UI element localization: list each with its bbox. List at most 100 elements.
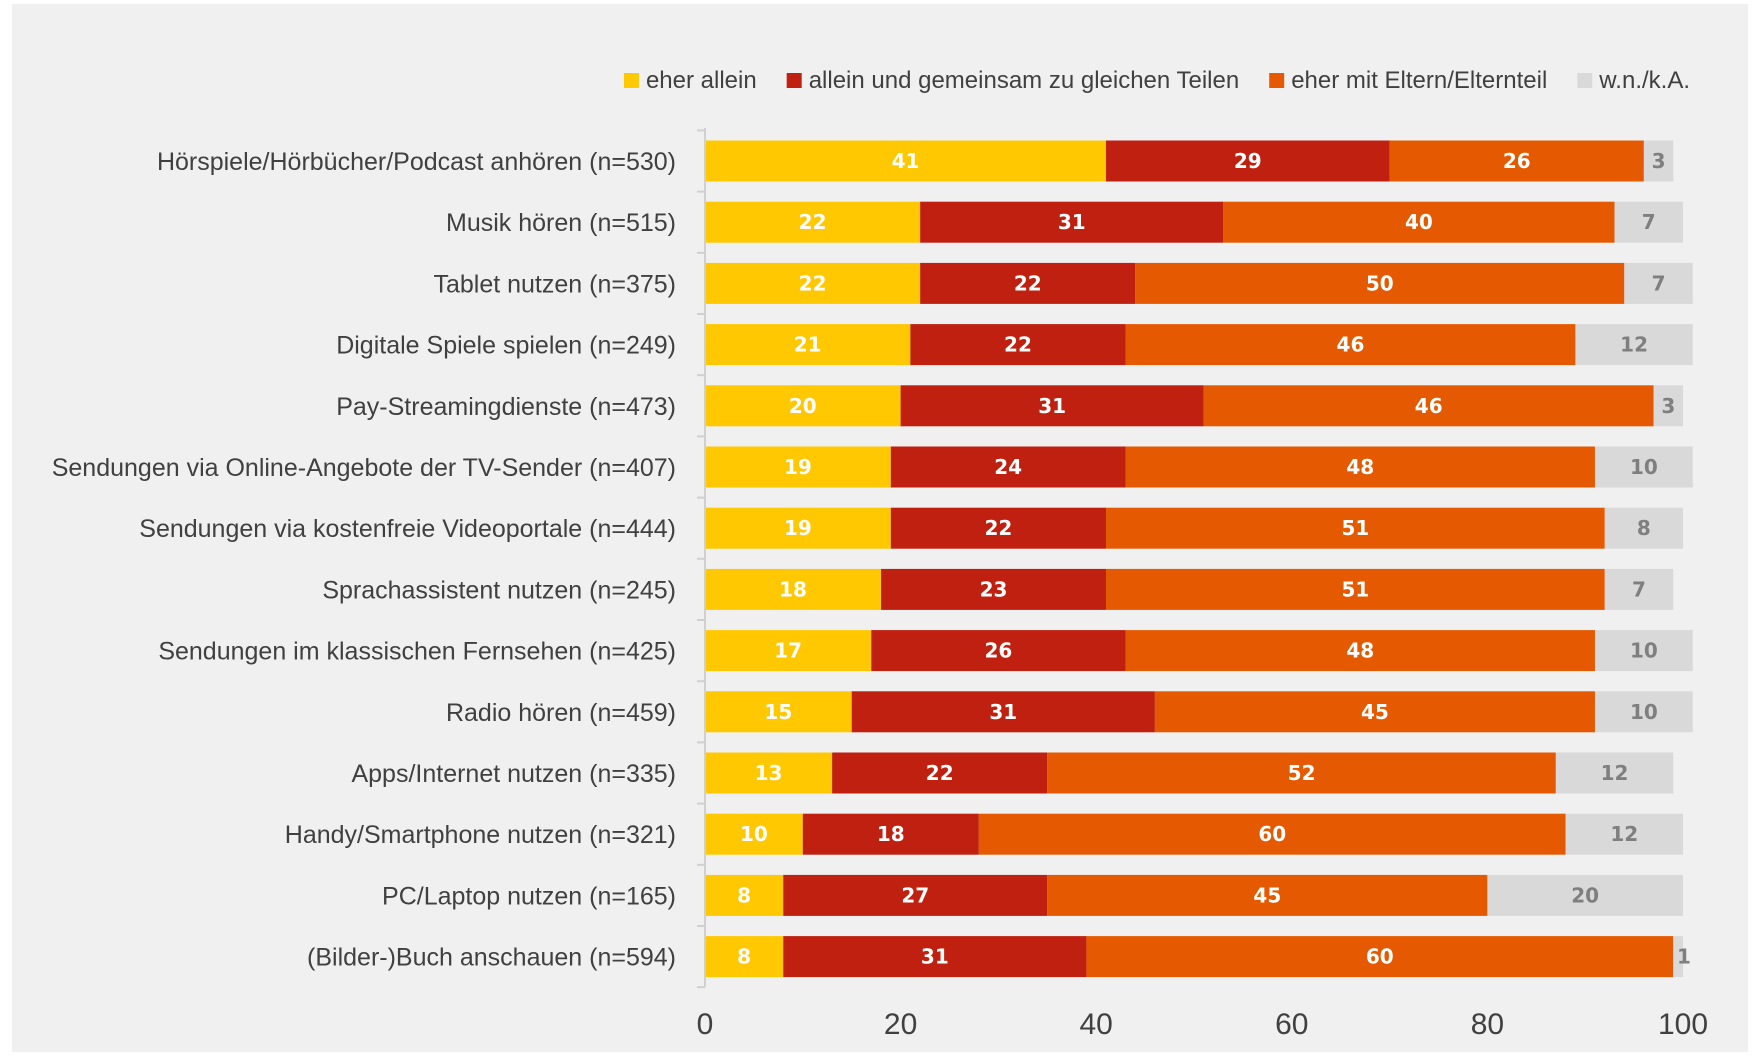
legend-swatch: [1577, 73, 1593, 88]
bar-segment: [1203, 385, 1654, 427]
data-label: 8: [737, 945, 751, 969]
data-label: 3: [1661, 394, 1675, 418]
bar-segment: [1389, 140, 1644, 182]
data-label: 15: [764, 700, 792, 724]
category-label: Pay-Streamingdienste (n=473): [336, 393, 676, 421]
data-label: 10: [1630, 639, 1658, 663]
bar-segment: [1673, 936, 1683, 978]
bar-segment: [1594, 630, 1693, 672]
category-label: Apps/Internet nutzen (n=335): [351, 760, 676, 788]
bar-segment: [1565, 813, 1683, 855]
legend-label: eher allein: [646, 67, 757, 94]
category-label: Handy/Smartphone nutzen (n=321): [285, 821, 676, 849]
bar-segment: [1575, 324, 1693, 366]
bar-segment: [705, 874, 784, 916]
bar-segment: [1223, 201, 1615, 243]
bar-segment: [705, 324, 911, 366]
bar-segment: [705, 936, 784, 978]
data-label: 19: [784, 516, 812, 540]
bar-segment: [1594, 446, 1693, 488]
data-label: 31: [1038, 394, 1066, 418]
data-label: 51: [1341, 516, 1369, 540]
legend-label: w.n./k.A.: [1598, 67, 1690, 94]
axis: 0 20 40 60 80 100: [697, 128, 1708, 1041]
data-label: 46: [1337, 333, 1365, 357]
bar-segment: [705, 813, 803, 855]
category-label: PC/Laptop nutzen (n=165): [382, 882, 676, 910]
data-label: 18: [779, 577, 807, 601]
legend-swatch: [623, 73, 639, 88]
category-label: Tablet nutzen (n=375): [433, 270, 676, 298]
bar-segment: [1135, 262, 1625, 304]
data-label: 20: [1571, 883, 1599, 907]
data-label: 60: [1366, 945, 1394, 969]
bar-segment: [783, 874, 1048, 916]
bar-segment: [1125, 446, 1595, 488]
data-label: 26: [984, 639, 1012, 663]
bar-segment: [1555, 752, 1674, 794]
bar-segment: [890, 446, 1126, 488]
legend-swatch: [786, 73, 802, 88]
bar-segment: [705, 262, 921, 304]
bar-segment: [920, 262, 1136, 304]
bar-segment: [1125, 324, 1576, 366]
data-label: 22: [1004, 333, 1032, 357]
bar-segment: [705, 201, 921, 243]
data-label: 40: [1405, 210, 1433, 234]
data-label: 12: [1610, 822, 1638, 846]
data-label: 60: [1258, 822, 1286, 846]
bar-segment: [705, 630, 872, 672]
data-label: 48: [1346, 639, 1374, 663]
data-label: 10: [1630, 455, 1658, 479]
data-label: 19: [784, 455, 812, 479]
data-label: 7: [1642, 210, 1656, 234]
legend-label: eher mit Eltern/Elternteil: [1291, 67, 1547, 94]
legend-label: allein und gemeinsam zu gleichen Teilen: [809, 67, 1240, 94]
data-label: 46: [1415, 394, 1443, 418]
data-label: 31: [989, 700, 1017, 724]
category-label: Sendungen via kostenfreie Videoportale (…: [139, 515, 676, 543]
bar-segment: [705, 507, 891, 549]
category-labels: Hörspiele/Hörbücher/Podcast anhören (n=5…: [52, 148, 676, 972]
bar-segment: [783, 936, 1087, 978]
data-label: 22: [799, 210, 827, 234]
category-label: Musik hören (n=515): [446, 209, 676, 237]
category-label: Radio hören (n=459): [446, 699, 676, 727]
data-label: 48: [1346, 455, 1374, 479]
data-label: 7: [1632, 577, 1646, 601]
x-tick-label: 20: [884, 1008, 917, 1041]
bar-segment: [1614, 201, 1683, 243]
x-tick-label: 80: [1471, 1008, 1504, 1041]
bar-segment: [705, 446, 891, 488]
bar-segment: [871, 630, 1126, 672]
data-label: 17: [774, 639, 802, 663]
x-tick-label: 60: [1275, 1008, 1308, 1041]
data-label: 51: [1341, 577, 1369, 601]
data-label: 1: [1677, 945, 1691, 969]
data-label: 52: [1288, 761, 1316, 785]
data-label: 23: [980, 577, 1008, 601]
bar-segment: [1047, 752, 1556, 794]
data-label: 18: [877, 822, 905, 846]
category-label: (Bilder-)Buch anschauen (n=594): [307, 944, 676, 972]
data-label: 41: [892, 149, 920, 173]
bar-segment: [890, 507, 1106, 549]
data-label: 10: [1630, 700, 1658, 724]
data-label: 29: [1234, 149, 1262, 173]
bar-segment: [1125, 630, 1595, 672]
category-label: Sprachassistent nutzen (n=245): [322, 576, 676, 604]
bar-segment: [1624, 262, 1693, 304]
data-label: 22: [799, 271, 827, 295]
bar-segment: [705, 568, 882, 610]
bar-segment: [900, 385, 1204, 427]
data-label: 21: [794, 333, 822, 357]
bar-segment: [1487, 874, 1683, 916]
data-label: 7: [1652, 271, 1666, 295]
legend-swatch: [1269, 73, 1285, 88]
bar-segment: [881, 568, 1106, 610]
bars: 41 29 26 3 22 31 40 7 22 22 50 7 21 22 46 12 20 31 46 3 19 24…: [705, 140, 1693, 978]
data-label: 45: [1253, 883, 1281, 907]
bar-segment: [832, 752, 1048, 794]
legend-item: w.n./k.A.: [1577, 67, 1690, 94]
bar-segment: [1594, 691, 1693, 733]
